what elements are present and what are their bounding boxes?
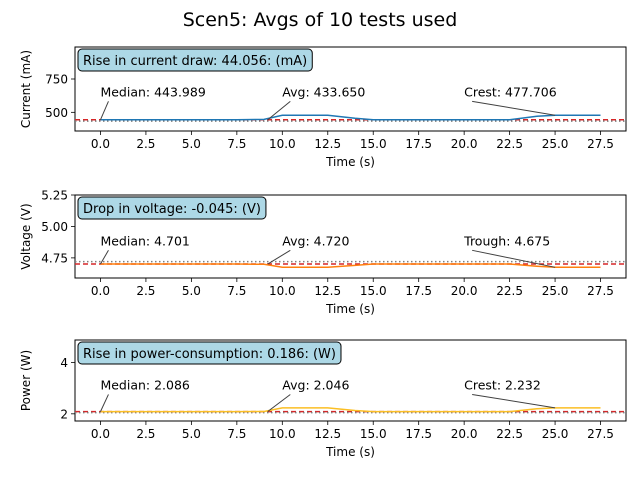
current-x-tick-label: 25.0 (542, 137, 569, 151)
voltage-x-tick-label: 12.5 (314, 284, 341, 298)
power-y-tick-label: 2 (60, 407, 68, 421)
voltage-info-box-text: Drop in voltage: -0.045: (V) (83, 202, 261, 217)
current-plot-content (75, 114, 626, 122)
power-x-axis-label: Time (s) (325, 445, 375, 459)
voltage-annotation-arrow (100, 250, 109, 265)
power-x-tick-label: 7.5 (227, 427, 246, 441)
voltage-x-tick-label: 10.0 (269, 284, 296, 298)
power-x-tick-label: 17.5 (405, 427, 432, 441)
voltage-annotation-label: Trough: 4.675 (463, 233, 550, 248)
current-annotation-label: Crest: 477.706 (464, 84, 557, 99)
power-x-tick-label: 27.5 (587, 427, 614, 441)
power-annotation-arrow (267, 394, 291, 412)
current-chart: 0.0 2.5 5.0 7.5 10.0 12.5 15.0 17.5 20.0 22.5 25.0… (19, 46, 627, 169)
current-x-tick-label: 27.5 (587, 137, 614, 151)
voltage-annotation-arrow (472, 249, 556, 268)
current-annotation-label: Avg: 433.650 (282, 84, 365, 99)
power-x-tick-label: 22.5 (496, 427, 523, 441)
power-annotation-arrow (100, 394, 109, 412)
current-x-tick-label: 22.5 (496, 137, 523, 151)
power-chart: 0.0 2.5 5.0 7.5 10.0 12.5 15.0 17.5 20.0 22.5 25.0… (19, 339, 627, 459)
voltage-annotation-arrow (267, 249, 291, 265)
voltage-x-tick-label: 0.0 (91, 284, 110, 298)
voltage-x-axis-label: Time (s) (325, 302, 375, 316)
current-x-tick-label: 12.5 (314, 137, 341, 151)
voltage-y-axis-label: Voltage (V) (19, 203, 33, 269)
power-y-tick-label: 4 (60, 356, 68, 370)
current-x-tick-label: 17.5 (405, 137, 432, 151)
current-y-tick-label: 500 (45, 106, 68, 120)
current-x-tick-label: 20.0 (451, 137, 478, 151)
power-x-tick-label: 2.5 (136, 427, 155, 441)
voltage-y-tick-label: 4.75 (41, 251, 68, 265)
power-annotation-label: Crest: 2.232 (464, 377, 541, 392)
power-x-tick-label: 12.5 (314, 427, 341, 441)
current-x-tick-label: 5.0 (182, 137, 201, 151)
voltage-annotation-label: Median: 4.701 (100, 233, 189, 248)
power-annotation-arrow (472, 393, 556, 409)
voltage-series-line (100, 263, 601, 269)
power-x-tick-label: 5.0 (182, 427, 201, 441)
voltage-info-box (77, 196, 267, 220)
current-x-tick-label: 2.5 (136, 137, 155, 151)
current-annotation-arrow (99, 101, 109, 121)
voltage-chart: 0.0 2.5 5.0 7.5 10.0 12.5 15.0 17.5 20.0 22.5 25.0… (19, 189, 627, 316)
voltage-x-tick-label: 27.5 (587, 284, 614, 298)
voltage-plot-content (75, 260, 626, 269)
power-x-tick-label: 10.0 (269, 427, 296, 441)
current-x-axis-label: Time (s) (325, 155, 375, 169)
current-x-tick-label: 0.0 (91, 137, 110, 151)
current-x-tick-label: 10.0 (269, 137, 296, 151)
power-annotation-label: Median: 2.086 (100, 377, 189, 392)
current-annotation-arrow (472, 100, 556, 116)
power-series-line (100, 407, 601, 413)
voltage-x-tick-label: 7.5 (227, 284, 246, 298)
current-y-axis-label: Current (mA) (19, 50, 33, 128)
power-annotation-label: Avg: 2.046 (282, 377, 349, 392)
current-y-tick-label: 750 (45, 73, 68, 87)
power-x-tick-label: 0.0 (91, 427, 110, 441)
power-x-tick-label: 20.0 (451, 427, 478, 441)
voltage-x-tick-label: 17.5 (405, 284, 432, 298)
power-y-axis-label: Power (W) (19, 350, 33, 411)
voltage-x-tick-label: 5.0 (182, 284, 201, 298)
voltage-x-tick-label: 22.5 (496, 284, 523, 298)
current-info-box (77, 48, 313, 72)
subplots: 0.0 2.5 5.0 7.5 10.0 12.5 15.0 17.5 20.0 22.5 25.0… (19, 46, 627, 459)
figure-title: Scen5: Avgs of 10 tests used (183, 9, 458, 31)
power-x-tick-label: 25.0 (542, 427, 569, 441)
current-annotation-arrow (267, 100, 291, 121)
voltage-x-tick-label: 15.0 (360, 284, 387, 298)
current-series-line (100, 114, 601, 121)
voltage-y-tick-label: 5.25 (41, 189, 68, 203)
power-plot-content (75, 407, 626, 414)
current-info-box-text: Rise in current draw: 44.056: (mA) (83, 54, 307, 69)
voltage-annotation-label: Avg: 4.720 (282, 233, 349, 248)
current-x-tick-label: 15.0 (360, 137, 387, 151)
current-x-tick-label: 7.5 (227, 137, 246, 151)
current-annotation-label: Median: 443.989 (100, 84, 205, 99)
voltage-x-tick-label: 20.0 (451, 284, 478, 298)
voltage-y-tick-label: 5.00 (41, 220, 68, 234)
voltage-x-tick-label: 25.0 (542, 284, 569, 298)
voltage-x-tick-label: 2.5 (136, 284, 155, 298)
power-x-tick-label: 15.0 (360, 427, 387, 441)
power-info-box-text: Rise in power-consumption: 0.186: (W) (83, 347, 336, 362)
power-info-box (77, 341, 342, 365)
